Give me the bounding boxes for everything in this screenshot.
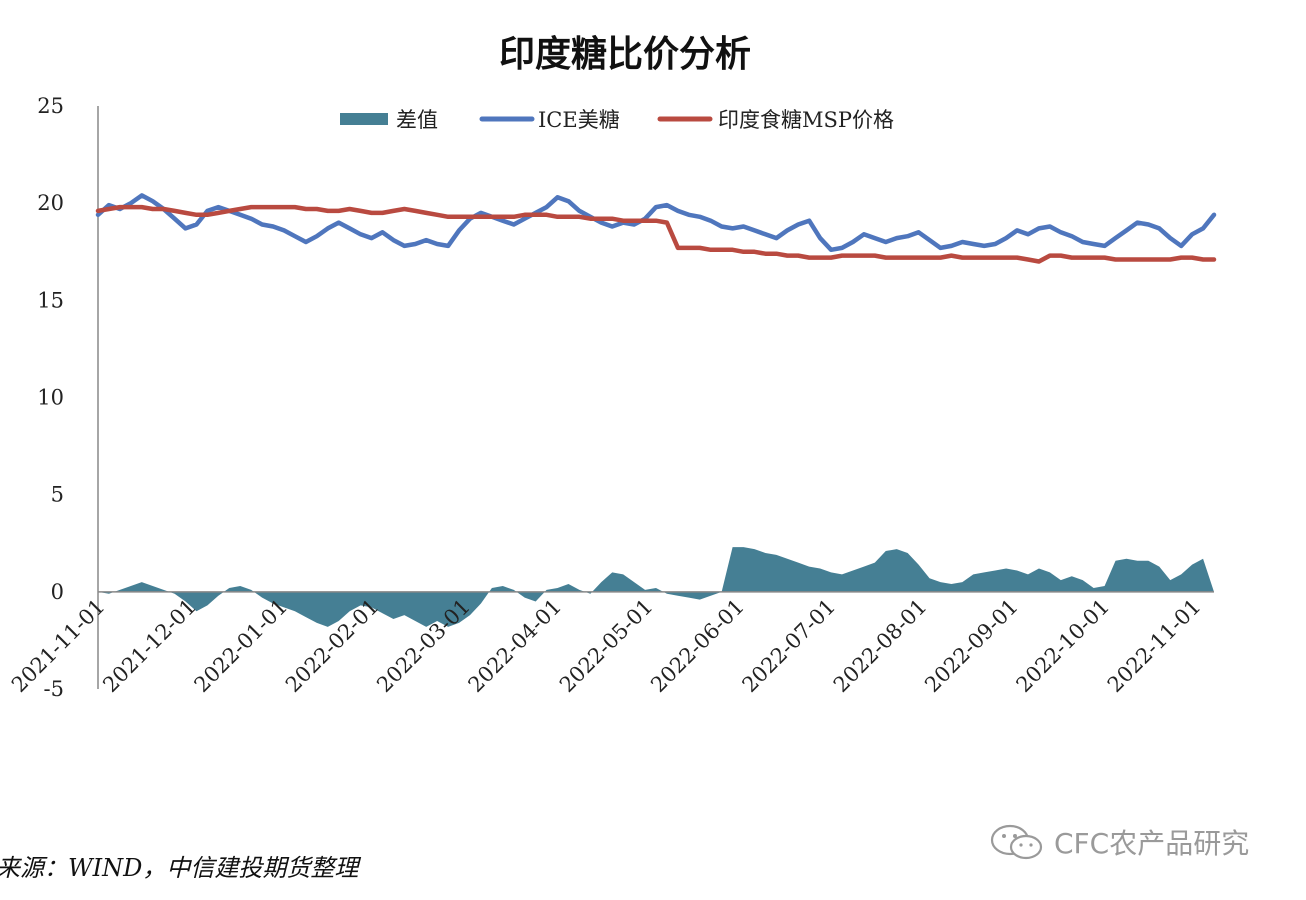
x-tick-label: 2022-11-01 bbox=[1103, 594, 1206, 697]
line-layer bbox=[95, 193, 1217, 264]
chart-title: 印度糖比价分析 bbox=[499, 34, 751, 75]
y-tick-label: 10 bbox=[37, 386, 64, 410]
x-axis-ticks: 2021-11-012021-12-012022-01-012022-02-01… bbox=[7, 594, 1205, 697]
x-tick-label: 2022-10-01 bbox=[1012, 594, 1115, 697]
x-tick-label: 2022-07-01 bbox=[738, 594, 841, 697]
chart-canvas: 印度糖比价分析 差值 ICE美糖 印度食糖MSP价格 25 20 15 10 5 0 -5 20… bbox=[7, 34, 1217, 701]
y-tick-label: -5 bbox=[44, 677, 64, 701]
x-tick-label: 2022-06-01 bbox=[646, 594, 749, 697]
chart-axes bbox=[97, 106, 1214, 689]
series-area-diff bbox=[98, 547, 1214, 627]
watermark: CFC农产品研究 bbox=[988, 822, 1249, 862]
wechat-icon bbox=[990, 824, 1043, 860]
y-tick-label: 5 bbox=[51, 483, 64, 507]
watermark-text: CFC农产品研究 bbox=[1054, 827, 1250, 860]
y-tick-label: 20 bbox=[37, 191, 64, 215]
x-tick-label: 2021-12-01 bbox=[98, 594, 201, 697]
area-layer bbox=[98, 547, 1214, 627]
y-axis-ticks: 25 20 15 10 5 0 -5 bbox=[37, 94, 64, 701]
legend-label: 差值 bbox=[396, 108, 438, 132]
chart-legend: 差值 ICE美糖 印度食糖MSP价格 bbox=[340, 108, 894, 132]
series-line-india-msp bbox=[95, 204, 1217, 264]
legend-label: 印度食糖MSP价格 bbox=[718, 108, 894, 132]
y-tick-label: 25 bbox=[37, 94, 64, 118]
x-tick-label: 2022-01-01 bbox=[190, 594, 293, 697]
legend-swatch-diff bbox=[340, 113, 388, 125]
y-tick-label: 0 bbox=[51, 580, 64, 604]
series-line-ice-sugar bbox=[95, 193, 1217, 253]
legend-label: ICE美糖 bbox=[538, 108, 620, 132]
x-tick-label: 2022-08-01 bbox=[829, 594, 932, 697]
x-tick-label: 2022-05-01 bbox=[555, 594, 658, 697]
y-tick-label: 15 bbox=[37, 288, 64, 312]
x-tick-label: 2022-04-01 bbox=[464, 594, 567, 697]
x-tick-label: 2022-09-01 bbox=[920, 594, 1023, 697]
source-note: 来源：WIND，中信建投期货整理 bbox=[0, 854, 359, 882]
